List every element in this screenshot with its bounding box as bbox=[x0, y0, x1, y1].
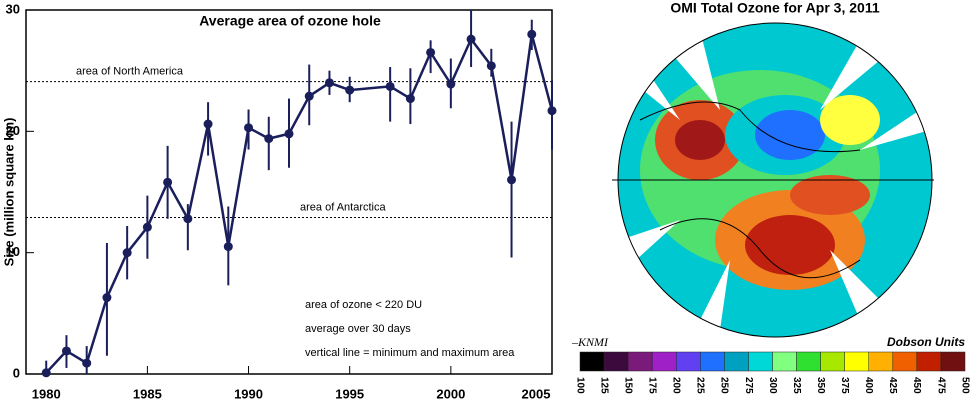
data-point bbox=[385, 81, 395, 91]
chart-title: Average area of ozone hole bbox=[199, 13, 381, 29]
plot-frame bbox=[25, 9, 553, 375]
data-point bbox=[61, 346, 71, 356]
annotation: average over 30 days bbox=[305, 323, 411, 335]
data-point bbox=[304, 91, 314, 101]
data-point bbox=[345, 85, 355, 95]
data-point bbox=[102, 293, 112, 303]
colorbar-label: 425 bbox=[887, 377, 898, 394]
data-point bbox=[547, 106, 557, 116]
data-point bbox=[41, 368, 51, 378]
x-tick-label: 1985 bbox=[133, 386, 162, 401]
colorbar-swatch bbox=[916, 351, 942, 372]
colorbar-swatch bbox=[603, 351, 629, 372]
data-point bbox=[183, 214, 193, 224]
data-point bbox=[163, 177, 173, 187]
data-point bbox=[264, 134, 274, 144]
colorbar-label: 200 bbox=[671, 377, 682, 394]
colorbar-swatch bbox=[868, 351, 894, 372]
colorbar-label: 175 bbox=[647, 377, 658, 394]
colorbar-label: 225 bbox=[695, 377, 706, 394]
data-point bbox=[405, 94, 415, 104]
annotation: area of ozone < 220 DU bbox=[305, 299, 422, 311]
colorbar-label: 250 bbox=[719, 377, 730, 394]
colorbar-swatch bbox=[772, 351, 797, 372]
colorbar-swatch bbox=[940, 351, 966, 372]
y-tick-label: 0 bbox=[13, 365, 20, 380]
data-point bbox=[122, 248, 132, 258]
colorbar-label: 400 bbox=[863, 377, 874, 394]
colorbar-swatch bbox=[820, 351, 845, 372]
colorbar-label: 375 bbox=[839, 377, 850, 394]
data-point bbox=[466, 34, 476, 44]
colorbar-swatch bbox=[676, 351, 701, 372]
colorbar-swatch bbox=[796, 351, 821, 372]
colorbar-swatch bbox=[748, 351, 773, 372]
colorbar-label: 150 bbox=[622, 377, 633, 394]
colorbar-label: 300 bbox=[767, 377, 778, 394]
data-point bbox=[527, 29, 537, 39]
map-title: OMI Total Ozone for Apr 3, 2011 bbox=[670, 0, 879, 16]
colorbar-label: 500 bbox=[959, 377, 970, 394]
colorbar-swatch bbox=[844, 351, 869, 372]
data-point bbox=[486, 61, 496, 71]
data-point bbox=[284, 129, 294, 139]
colorbar-label: 125 bbox=[598, 377, 609, 394]
colorbar-swatch bbox=[724, 351, 749, 372]
units: Dobson Units bbox=[887, 335, 965, 349]
colorbar-label: 450 bbox=[911, 377, 922, 394]
colorbar-swatch bbox=[700, 351, 725, 372]
colorbar-label: 350 bbox=[815, 377, 826, 394]
data-point bbox=[446, 79, 456, 89]
colorbar-label: 325 bbox=[791, 377, 802, 394]
reference-label: area of North America bbox=[76, 65, 184, 77]
annotation: vertical line = minimum and maximum area bbox=[305, 347, 515, 359]
data-point bbox=[142, 222, 152, 232]
data-point bbox=[324, 78, 334, 88]
y-tick-label: 20 bbox=[6, 123, 20, 138]
data-point bbox=[507, 175, 517, 185]
reference-label: area of Antarctica bbox=[300, 201, 386, 213]
x-tick-label: 2005 bbox=[522, 386, 551, 401]
credit: –KNMI bbox=[571, 335, 609, 349]
x-tick-label: 1990 bbox=[234, 386, 263, 401]
y-tick-label: 30 bbox=[6, 1, 20, 16]
colorbar-swatch bbox=[651, 351, 677, 372]
colorbar-label: 275 bbox=[743, 377, 754, 394]
data-point bbox=[244, 123, 254, 133]
colorbar-label: 100 bbox=[574, 377, 585, 394]
y-tick-label: 10 bbox=[6, 244, 20, 259]
colorbar-swatch bbox=[627, 351, 653, 372]
colorbar-label: 475 bbox=[935, 377, 946, 394]
colorbar-swatch bbox=[579, 351, 605, 372]
x-tick-label: 1995 bbox=[335, 386, 364, 401]
data-point bbox=[82, 358, 92, 368]
y-axis-label: Size (million square km) bbox=[1, 118, 16, 267]
x-tick-label: 1980 bbox=[32, 386, 61, 401]
data-point bbox=[426, 47, 436, 57]
data-point bbox=[223, 242, 233, 252]
data-point bbox=[203, 119, 213, 129]
colorbar-swatch bbox=[892, 351, 918, 372]
x-tick-label: 2000 bbox=[436, 386, 465, 401]
